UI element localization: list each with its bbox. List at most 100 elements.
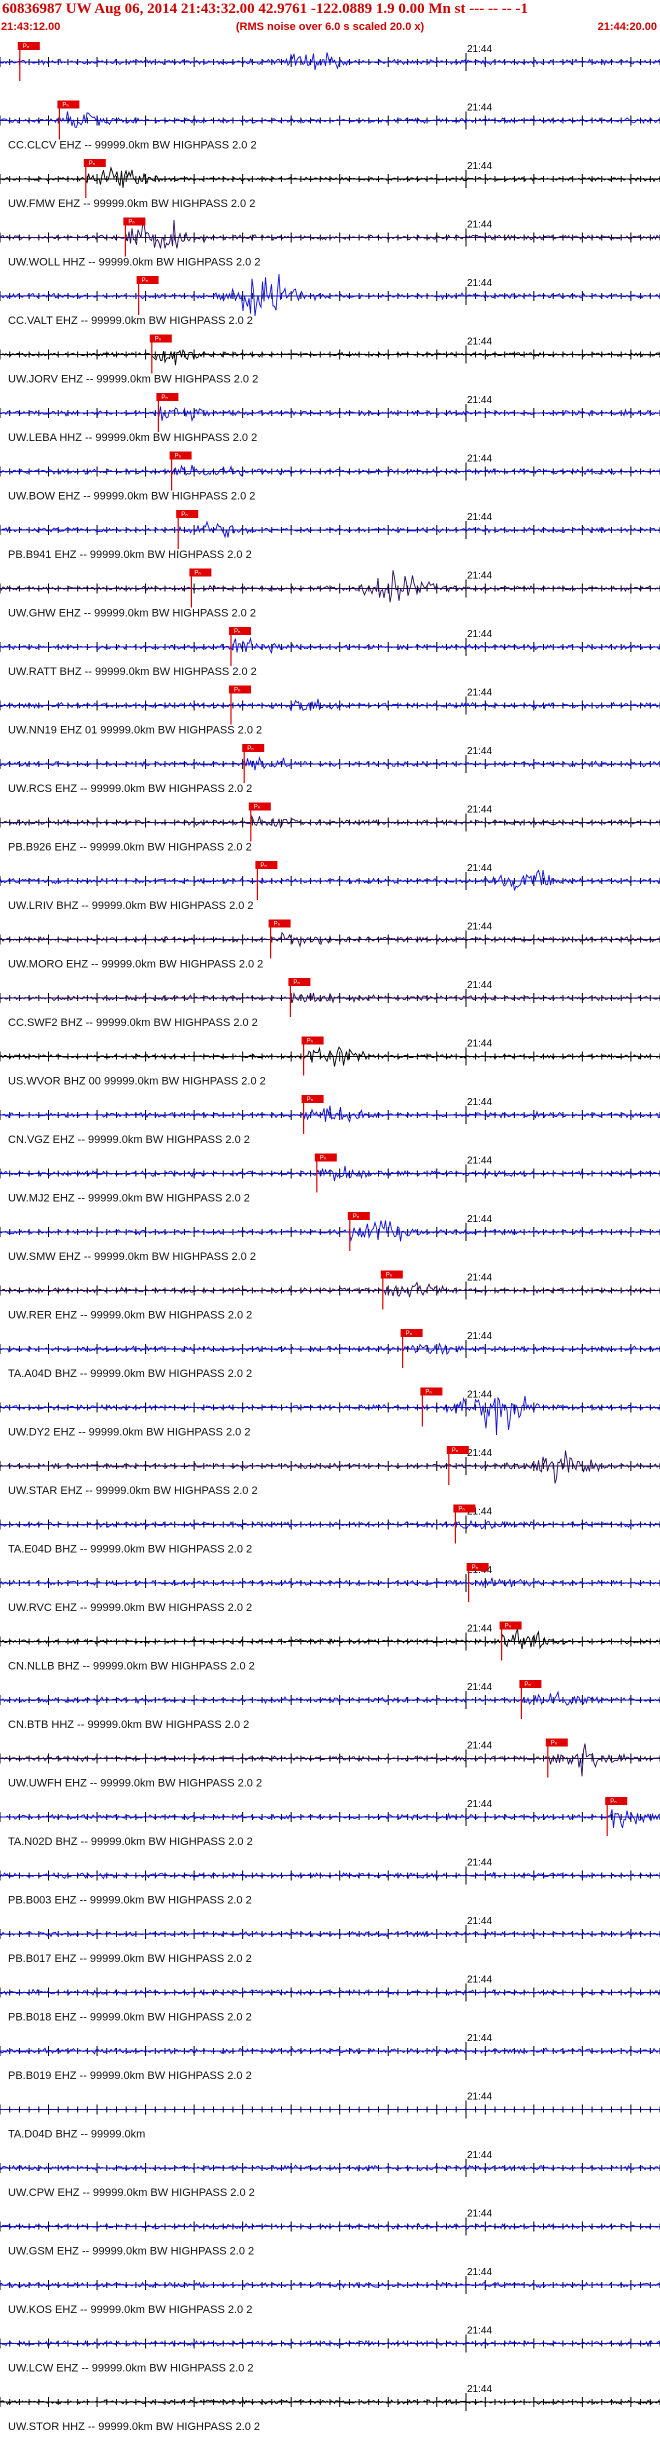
pick-flag [400,1329,423,1337]
pick-flag [466,1563,489,1571]
pick-flag-label: Pₙ [425,1390,432,1396]
waveform [0,756,660,771]
pick-flag-label: Pₙ [62,103,69,109]
waveform [0,1690,660,1706]
minute-tick-label: 21:44 [467,1975,492,1986]
pick-flag [255,861,278,869]
minute-tick-label: 21:44 [467,629,492,640]
trace-row: 21:44 TA.D04D BHZ -- 99999.0km [0,2092,660,2141]
minute-tick-label: 21:44 [467,2033,492,2044]
station-label: PB.B018 EHZ -- 99999.0km BW HIGHPASS 2.0… [8,2012,252,2024]
trace-row: 21:44 UW.RCS EHZ -- 99999.0km BW HIGHPASS… [0,744,660,795]
trace-row: 21:44 UW.STOR HHZ -- 99999.0km BW HIGHPAS… [0,2384,660,2433]
pick-flag-label: Pₙ [505,1624,512,1630]
waveform [0,1809,660,1829]
station-label: PB.B926 EHZ -- 99999.0km BW HIGHPASS 2.0… [8,842,252,854]
pick-flag-label: Pₙ [452,1448,459,1454]
pick-flag [347,1212,370,1220]
pick-flag [169,451,192,460]
station-label: UW.DY2 EHZ -- 99999.0km BW HIGHPASS 2.0 … [8,1427,250,1439]
trace-row: 21:44 TA.A04D BHZ -- 99999.0km BW HIGHPAS… [0,1329,660,1380]
station-label: UW.JORV EHZ -- 99999.0km BW HIGHPASS 2.0… [8,374,258,386]
trace-row: 21:44 PB.B926 EHZ -- 99999.0km BW HIGHPAS… [0,802,660,854]
station-label: PB.B941 EHZ -- 99999.0km BW HIGHPASS 2.0… [8,549,252,561]
waveform [0,1519,660,1530]
trace-row: 21:44 UW.LCW EHZ -- 99999.0km BW HIGHPASS… [0,2326,660,2375]
waveform [0,111,660,128]
station-label: CC.CLCV EHZ -- 99999.0km BW HIGHPASS 2.0… [8,140,257,152]
trace-row: 21:44 UW.CPW EHZ -- 99999.0km BW HIGHPASS… [0,2150,660,2199]
waveform [0,464,660,477]
pick-flag-label: Pₙ [23,44,30,50]
waveform [0,1220,660,1242]
pick-flag [136,276,159,284]
pick-flag [176,510,199,518]
minute-tick-label: 21:44 [467,337,492,348]
trace-row: 21:44 UW.KOS EHZ -- 99999.0km BW HIGHPASS… [0,2267,660,2316]
station-label: UW.GSM EHZ -- 99999.0km BW HIGHPASS 2.0 … [8,2246,254,2258]
waveform [0,1342,660,1356]
waveform [0,1930,660,1938]
pick-flag-label: Pₙ [234,629,241,635]
pick-flag-label: Pₙ [234,688,241,694]
pick-flag [189,568,212,577]
minute-tick-label: 21:44 [467,220,492,231]
pick-flag-label: Pₙ [293,980,300,986]
pick-flag-label: Pₙ [254,805,261,811]
station-label: CN.BTB HHZ -- 99999.0km BW HIGHPASS 2.0 … [8,1719,249,1731]
waveform [0,274,660,317]
minute-tick-label: 21:44 [467,1448,492,1459]
station-label: TA.A04D BHZ -- 99999.0km BW HIGHPASS 2.0… [8,1368,252,1380]
waveform [0,2047,660,2055]
waveform [0,814,660,829]
trace-row: 21:44 UW.GSM EHZ -- 99999.0km BW HIGHPASS… [0,2209,660,2258]
waveform [0,698,660,712]
pick-flag [605,1797,628,1805]
minute-tick-label: 21:44 [467,1682,492,1693]
waveform [0,1628,660,1650]
trace-row: 21:44 PB.B941 EHZ -- 99999.0km BW HIGHPAS… [0,510,660,561]
window-end-time: 21:44:20.00 [597,21,657,33]
waveform [0,406,660,423]
station-label: PB.B003 EHZ -- 99999.0km BW HIGHPASS 2.0… [8,1895,252,1907]
station-label: UW.NN19 EHZ 01 99999.0km BW HIGHPASS 2.0… [8,725,262,737]
pick-flag [446,1446,469,1454]
station-label: US.WVOR BHZ 00 99999.0km BW HIGHPASS 2.0… [8,1076,266,1088]
pick-flag-label: Pₙ [89,161,96,167]
station-label: UW.RVC EHZ -- 99999.0km BW HIGHPASS 2.0 … [8,1602,252,1614]
pick-flag [57,100,80,109]
minute-tick-label: 21:44 [467,746,492,757]
pick-flag [268,919,291,928]
station-label: CN.VGZ EHZ -- 99999.0km BW HIGHPASS 2.0 … [8,1134,250,1146]
trace-row: 21:44 US.WVOR BHZ 00 99999.0km BW HIGHPAS… [0,1036,660,1088]
station-label: UW.RCS EHZ -- 99999.0km BW HIGHPASS 2.0 … [8,783,252,795]
pick-flag [149,334,172,343]
pick-flag [248,802,271,811]
pick-flag [288,978,311,986]
minute-tick-label: 21:44 [467,2150,492,2161]
record-header: 60836987 UW Aug 06, 2014 21:43:32.00 42.… [0,0,660,38]
minute-tick-label: 21:44 [467,1390,492,1401]
trace-row: 21:44 UW.STAR EHZ -- 99999.0km BW HIGHPAS… [0,1446,660,1497]
minute-tick-label: 21:44 [467,1858,492,1869]
station-label: UW.CPW EHZ -- 99999.0km BW HIGHPASS 2.0 … [8,2187,255,2199]
station-label: PB.B019 EHZ -- 99999.0km BW HIGHPASS 2.0… [8,2070,252,2082]
waveform [0,869,660,891]
pick-flag [123,217,146,226]
trace-row: 21:44 TA.E04D BHZ -- 99999.0km BW HIGHPAS… [0,1504,660,1556]
pick-flag [380,1270,403,1279]
waveform [0,520,660,539]
waveform [0,991,660,1004]
minute-tick-label: 21:44 [467,512,492,523]
pick-flag-label: Pₙ [472,1565,479,1571]
pick-flag [420,1387,443,1396]
station-label: TA.N02D BHZ -- 99999.0km BW HIGHPASS 2.0… [8,1836,253,1848]
minute-tick-label: 21:44 [467,454,492,465]
minute-tick-label: 21:44 [467,1039,492,1050]
minute-tick-label: 21:44 [467,688,492,699]
waveform [0,166,660,188]
minute-tick-label: 21:44 [467,395,492,406]
waveform [0,2164,660,2173]
station-label: UW.MORO EHZ -- 99999.0km BW HIGHPASS 2.0… [8,959,263,971]
